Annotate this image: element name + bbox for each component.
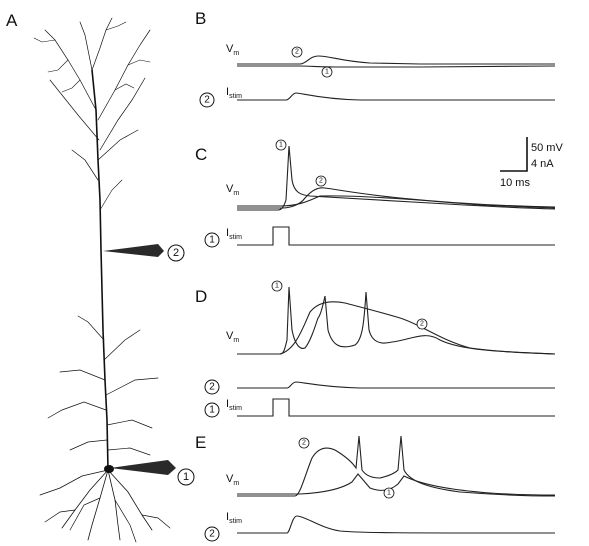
panel-c-istim-trace — [237, 226, 555, 246]
svg-text:1: 1 — [275, 283, 279, 290]
panel-e: Vm 2 1 Istim 2 — [204, 435, 556, 542]
panel-letter-e: E — [195, 433, 206, 452]
marker-d-istim-2: 2 — [204, 379, 220, 395]
neuron-drawing — [33, 17, 171, 543]
panel-b-istim-label: Istim — [226, 86, 242, 100]
panel-letter-b: B — [195, 9, 206, 28]
panel-e-vm-label: Vm — [226, 473, 239, 487]
scale-bar-current-label: 4 nA — [531, 158, 554, 170]
panel-e-vm-trace-1 — [237, 473, 556, 496]
panel-d-vm-label: Vm — [226, 330, 239, 344]
marker-electrode-1: 1 — [177, 468, 195, 486]
scale-bar-time-label: 10 ms — [500, 177, 530, 189]
marker-electrode-2-label: 2 — [173, 247, 179, 259]
marker-c-1: 1 — [275, 139, 287, 151]
panel-c-vm-baseline — [237, 195, 556, 209]
panel-b-istim-trace — [237, 92, 555, 101]
svg-text:2: 2 — [295, 49, 299, 56]
panel-c-vm-trace-2 — [237, 187, 556, 209]
svg-text:1: 1 — [209, 235, 215, 246]
svg-text:2: 2 — [204, 95, 210, 106]
panel-b-vm-label: Vm — [226, 43, 239, 57]
scale-bar — [500, 137, 528, 172]
marker-d-istim-1: 1 — [204, 402, 220, 418]
panel-e-istim-label: Istim — [226, 511, 242, 525]
marker-b-1: 1 — [321, 66, 333, 78]
panel-d: Vm 1 2 2 1 Istim — [204, 280, 556, 418]
marker-electrode-1-label: 1 — [183, 471, 189, 483]
electrode-2-icon — [103, 244, 164, 257]
marker-d-1: 1 — [271, 280, 283, 292]
panel-d-vm-trace — [237, 286, 556, 355]
panel-b-vm-trace-2 — [237, 55, 555, 65]
marker-b-2: 2 — [291, 46, 303, 58]
panel-b: Vm 2 1 Istim 2 — [199, 43, 556, 108]
scale-bar-voltage-label: 50 mV — [531, 142, 563, 154]
panel-letter-a: A — [6, 11, 18, 30]
panel-d-istim-trace-2 — [237, 381, 555, 389]
panel-letter-d: D — [195, 287, 207, 306]
panel-d-vm-trace-2 — [279, 301, 556, 355]
marker-e-1: 1 — [383, 487, 395, 499]
svg-text:2: 2 — [420, 321, 424, 328]
svg-text:2: 2 — [209, 382, 215, 393]
marker-c-istim-1: 1 — [204, 232, 220, 248]
panel-c: 50 mV 4 nA 10 ms Vm 1 2 1 Istim — [204, 137, 563, 248]
svg-text:1: 1 — [325, 69, 329, 76]
svg-text:1: 1 — [279, 142, 283, 149]
svg-text:2: 2 — [319, 178, 323, 185]
marker-b-istim-2: 2 — [199, 92, 215, 108]
svg-text:2: 2 — [209, 529, 215, 540]
panel-d-istim-trace-1 — [237, 398, 555, 417]
marker-c-2: 2 — [315, 175, 327, 187]
panel-e-istim-trace — [237, 515, 556, 534]
svg-text:1: 1 — [209, 405, 215, 416]
panel-letter-c: C — [195, 145, 207, 164]
electrode-1-icon — [110, 460, 176, 475]
marker-e-istim-2: 2 — [204, 526, 220, 542]
panel-d-istim-label: Istim — [226, 398, 242, 412]
svg-text:1: 1 — [387, 490, 391, 497]
panel-b-vm-trace-1 — [237, 65, 556, 68]
svg-text:2: 2 — [302, 440, 306, 447]
panel-c-vm-label: Vm — [226, 183, 239, 197]
panel-e-vm-trace-2 — [237, 435, 556, 497]
marker-electrode-2: 2 — [167, 244, 185, 262]
marker-d-2: 2 — [416, 318, 428, 330]
marker-e-2: 2 — [298, 437, 310, 449]
panel-c-istim-label: Istim — [226, 227, 242, 241]
